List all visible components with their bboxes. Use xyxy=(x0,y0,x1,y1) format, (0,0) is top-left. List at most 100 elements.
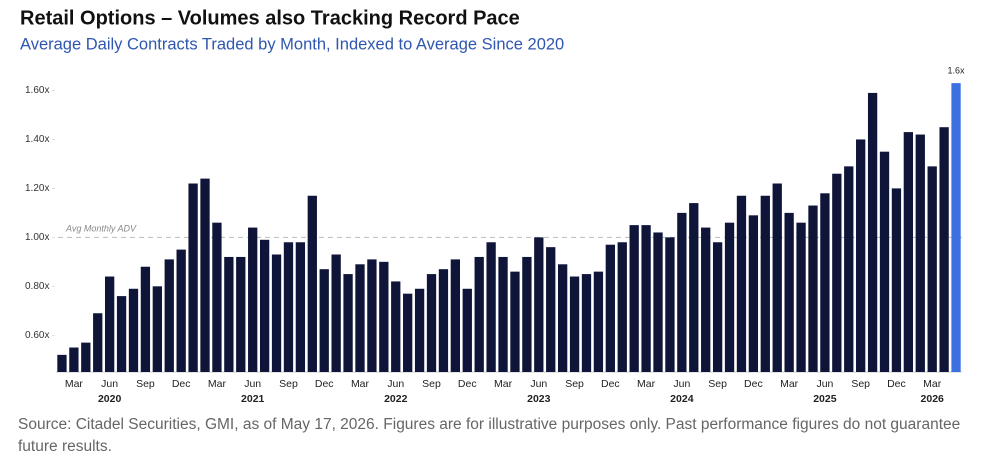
bar xyxy=(605,244,615,372)
bar xyxy=(593,271,604,372)
x-tick-label: Sep xyxy=(136,378,155,390)
bar xyxy=(522,256,532,372)
bar xyxy=(224,256,234,372)
year-label: 2020 xyxy=(98,393,122,405)
x-tick-label: Sep xyxy=(851,378,870,390)
bar xyxy=(951,83,961,373)
bar xyxy=(414,288,425,372)
bar xyxy=(355,264,365,372)
x-tick-label: Jun xyxy=(816,378,833,390)
bar xyxy=(81,342,91,372)
bar xyxy=(856,139,866,372)
bar xyxy=(915,134,925,372)
bar xyxy=(665,237,675,372)
year-label: 2024 xyxy=(670,393,694,405)
bar xyxy=(426,274,437,372)
reference-label: Avg Monthly ADV xyxy=(65,224,137,234)
bar xyxy=(653,232,663,372)
bar xyxy=(569,276,580,372)
bar xyxy=(534,237,544,372)
bar xyxy=(736,195,747,372)
y-tick-label: 1.00x xyxy=(25,232,49,243)
bar xyxy=(498,256,508,372)
bar xyxy=(283,242,294,372)
x-tick-label: Dec xyxy=(315,378,334,390)
year-label: 2025 xyxy=(813,393,837,405)
bar xyxy=(212,222,222,372)
bar xyxy=(152,286,162,372)
year-label: 2021 xyxy=(241,393,265,405)
bar xyxy=(259,239,270,372)
bar xyxy=(903,132,914,372)
x-tick-label: Mar xyxy=(637,378,656,390)
bar xyxy=(176,249,186,372)
bar xyxy=(438,269,449,372)
x-tick-label: Dec xyxy=(744,378,763,390)
y-tick-label: 0.80x xyxy=(25,281,49,292)
value-label: 1.6x xyxy=(948,66,966,76)
chart-title: Retail Options – Volumes also Tracking R… xyxy=(20,7,520,29)
bar xyxy=(462,288,472,372)
bar xyxy=(164,259,174,372)
bar xyxy=(69,347,79,372)
x-tick-label: Sep xyxy=(708,378,727,390)
bar xyxy=(772,183,782,372)
bar xyxy=(820,193,830,372)
bar xyxy=(557,264,568,372)
bar xyxy=(927,166,937,372)
bar xyxy=(760,195,770,372)
bar xyxy=(116,296,127,372)
bar xyxy=(307,195,317,372)
bar xyxy=(629,225,639,372)
bar xyxy=(891,188,902,372)
x-tick-label: Jun xyxy=(530,378,547,390)
bar xyxy=(104,276,115,372)
bar xyxy=(319,269,329,372)
bar xyxy=(379,261,389,372)
bar xyxy=(295,242,306,372)
bar xyxy=(832,173,842,372)
y-tick-label: 0.60x xyxy=(25,330,49,341)
bar xyxy=(784,212,794,372)
bar xyxy=(546,247,556,372)
x-tick-label: Jun xyxy=(673,378,690,390)
bar xyxy=(808,205,818,372)
bar xyxy=(331,254,341,372)
bar xyxy=(677,212,687,372)
bar xyxy=(343,274,353,372)
chart-subtitle: Average Daily Contracts Traded by Month,… xyxy=(20,35,564,53)
x-tick-label: Dec xyxy=(601,378,620,390)
bar xyxy=(581,274,592,372)
x-tick-label: Sep xyxy=(422,378,441,390)
bar xyxy=(486,242,496,372)
bar xyxy=(617,242,627,372)
year-label: 2026 xyxy=(921,393,945,405)
year-label: 2022 xyxy=(384,393,408,405)
bar xyxy=(879,151,890,372)
x-tick-label: Jun xyxy=(387,378,404,390)
bar xyxy=(367,259,377,372)
bar xyxy=(712,242,723,372)
x-tick-label: Mar xyxy=(65,378,84,390)
x-tick-label: Mar xyxy=(208,378,227,390)
bar xyxy=(701,227,711,372)
bar xyxy=(939,127,949,372)
bar xyxy=(271,254,282,372)
bar xyxy=(128,288,139,372)
chart: Retail Options – Volumes also Tracking R… xyxy=(20,7,966,405)
x-tick-label: Mar xyxy=(923,378,942,390)
y-tick-label: 1.40x xyxy=(25,134,49,145)
x-tick-label: Mar xyxy=(780,378,799,390)
bar xyxy=(450,259,461,372)
x-tick-label: Jun xyxy=(101,378,118,390)
bar xyxy=(403,293,413,372)
y-tick-label: 1.20x xyxy=(25,183,49,194)
bar xyxy=(748,215,759,372)
bar xyxy=(689,203,699,372)
bar xyxy=(796,222,806,372)
x-tick-label: Dec xyxy=(458,378,477,390)
year-label: 2023 xyxy=(527,393,551,405)
bar xyxy=(844,166,854,372)
x-tick-label: Sep xyxy=(565,378,584,390)
bar xyxy=(510,271,520,372)
